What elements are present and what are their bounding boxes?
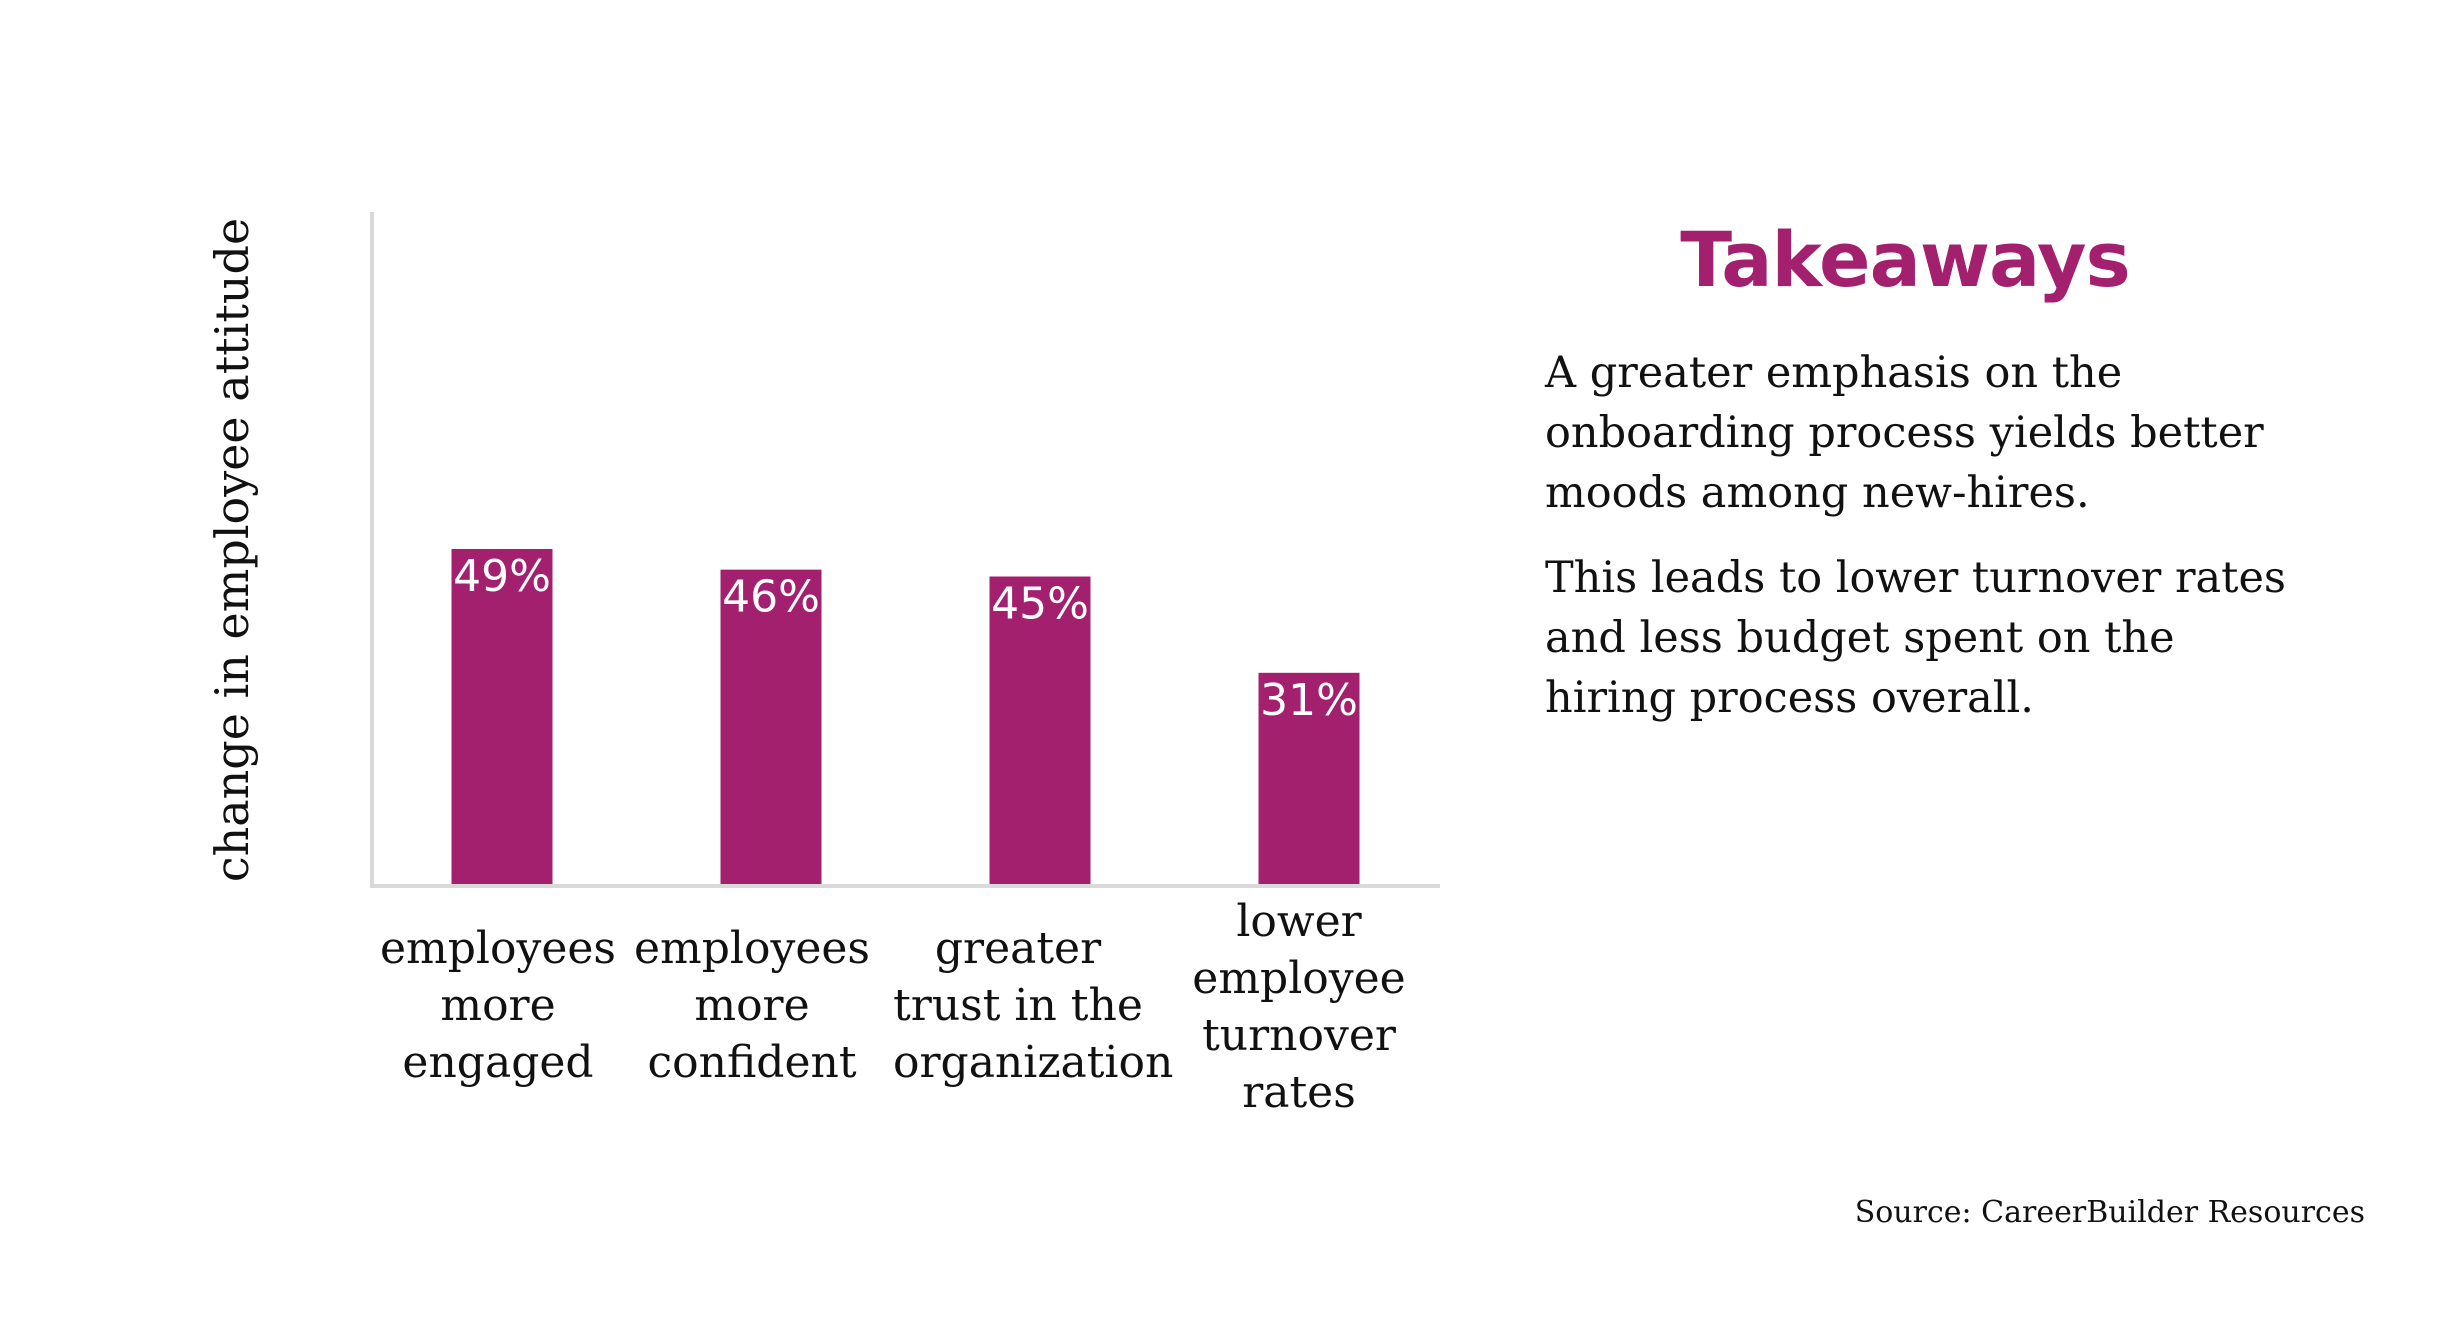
bar — [720, 569, 822, 886]
x-tick-label: lower employee turnover rates — [1192, 896, 1406, 1118]
bar — [451, 549, 553, 886]
y-axis-label: change in employee attitude — [205, 217, 259, 883]
bar-data-label: 45% — [991, 579, 1089, 630]
bar-data-label: 46% — [722, 572, 820, 623]
bars-group: 49% 46% 45% 31% — [451, 549, 1360, 886]
takeaways-paragraph-2: This leads to lower turnover rates and l… — [1545, 553, 2286, 723]
takeaways-title: Takeaways — [1680, 215, 2131, 304]
bar-data-label: 49% — [453, 551, 551, 602]
x-tick-label: employees more confident — [633, 923, 870, 1088]
source-note: Source: CareerBuilder Resources — [1854, 1195, 2365, 1230]
takeaways-paragraph-1: A greater emphasis on the onboarding pro… — [1545, 348, 2264, 518]
bar — [989, 576, 1091, 886]
x-tick-label: employees more engaged — [379, 923, 616, 1088]
bar — [1258, 672, 1360, 886]
x-tick-label: greater trust in the organization — [893, 923, 1174, 1088]
bar-data-label: 31% — [1260, 675, 1358, 726]
